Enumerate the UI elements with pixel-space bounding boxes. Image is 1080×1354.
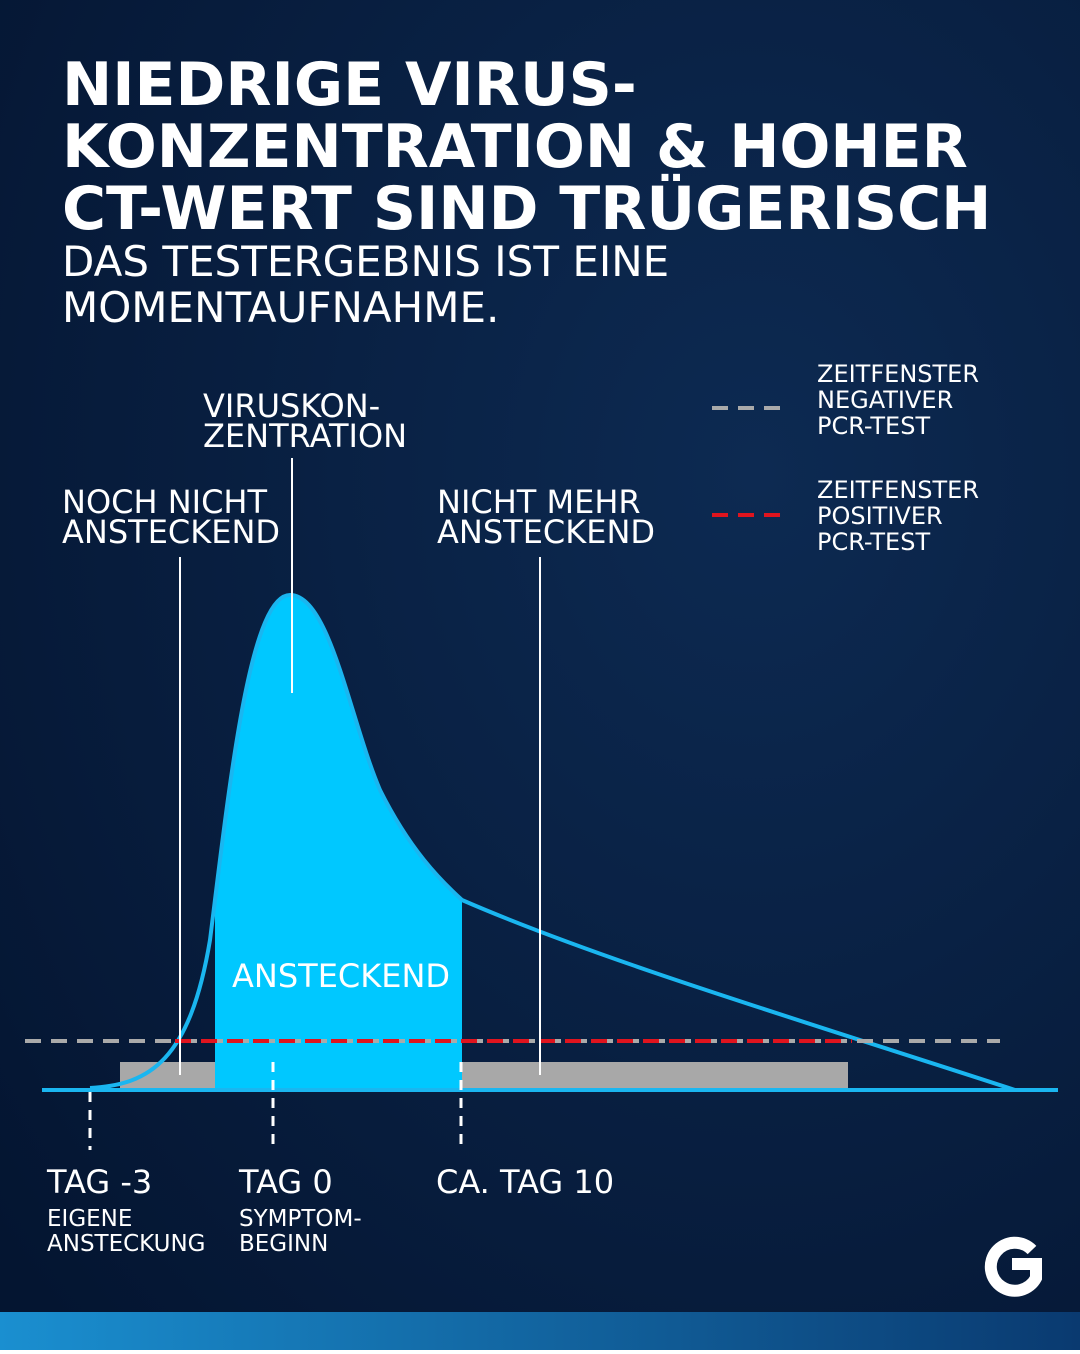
day-label: TAG 0 (238, 1163, 333, 1201)
annotation: ZENTRATION (203, 417, 407, 455)
subtitle: DAS TESTERGEBNIS IST EINE (62, 237, 669, 286)
area-label: ANSTECKEND (232, 957, 450, 995)
legend-text: ZEITFENSTER (817, 360, 979, 388)
virus-curve (89, 592, 1016, 1092)
annotation: ANSTECKEND (62, 513, 280, 551)
title: NIEDRIGE VIRUS- (62, 50, 637, 120)
day-note: BEGINN (239, 1231, 328, 1257)
legend-text: ZEITFENSTER (817, 476, 979, 504)
annotation: NICHT MEHR (437, 483, 641, 521)
day-note: SYMPTOM- (239, 1206, 362, 1232)
title: CT-WERT SIND TRÜGERISCH (62, 173, 991, 244)
contagious-area (215, 595, 462, 1089)
legend-text: PCR-TEST (817, 528, 930, 556)
legend-text: PCR-TEST (817, 412, 930, 440)
logo (984, 1236, 1042, 1297)
day-label: CA. TAG 10 (436, 1163, 614, 1201)
subtitle: MOMENTAUFNAHME. (62, 283, 499, 332)
day-note: ANSTECKUNG (47, 1231, 206, 1257)
annotation: VIRUSKON- (203, 387, 380, 425)
legend-text: POSITIVER (817, 502, 943, 530)
annotation: ANSTECKEND (437, 513, 655, 551)
bottom-strip (0, 1312, 1080, 1350)
legend-text: NEGATIVER (817, 386, 953, 414)
annotation: NOCH NICHT (62, 483, 267, 521)
day-note: EIGENE (47, 1206, 132, 1232)
title: KONZENTRATION & HOHER (62, 112, 968, 182)
day-label: TAG -3 (46, 1163, 152, 1201)
